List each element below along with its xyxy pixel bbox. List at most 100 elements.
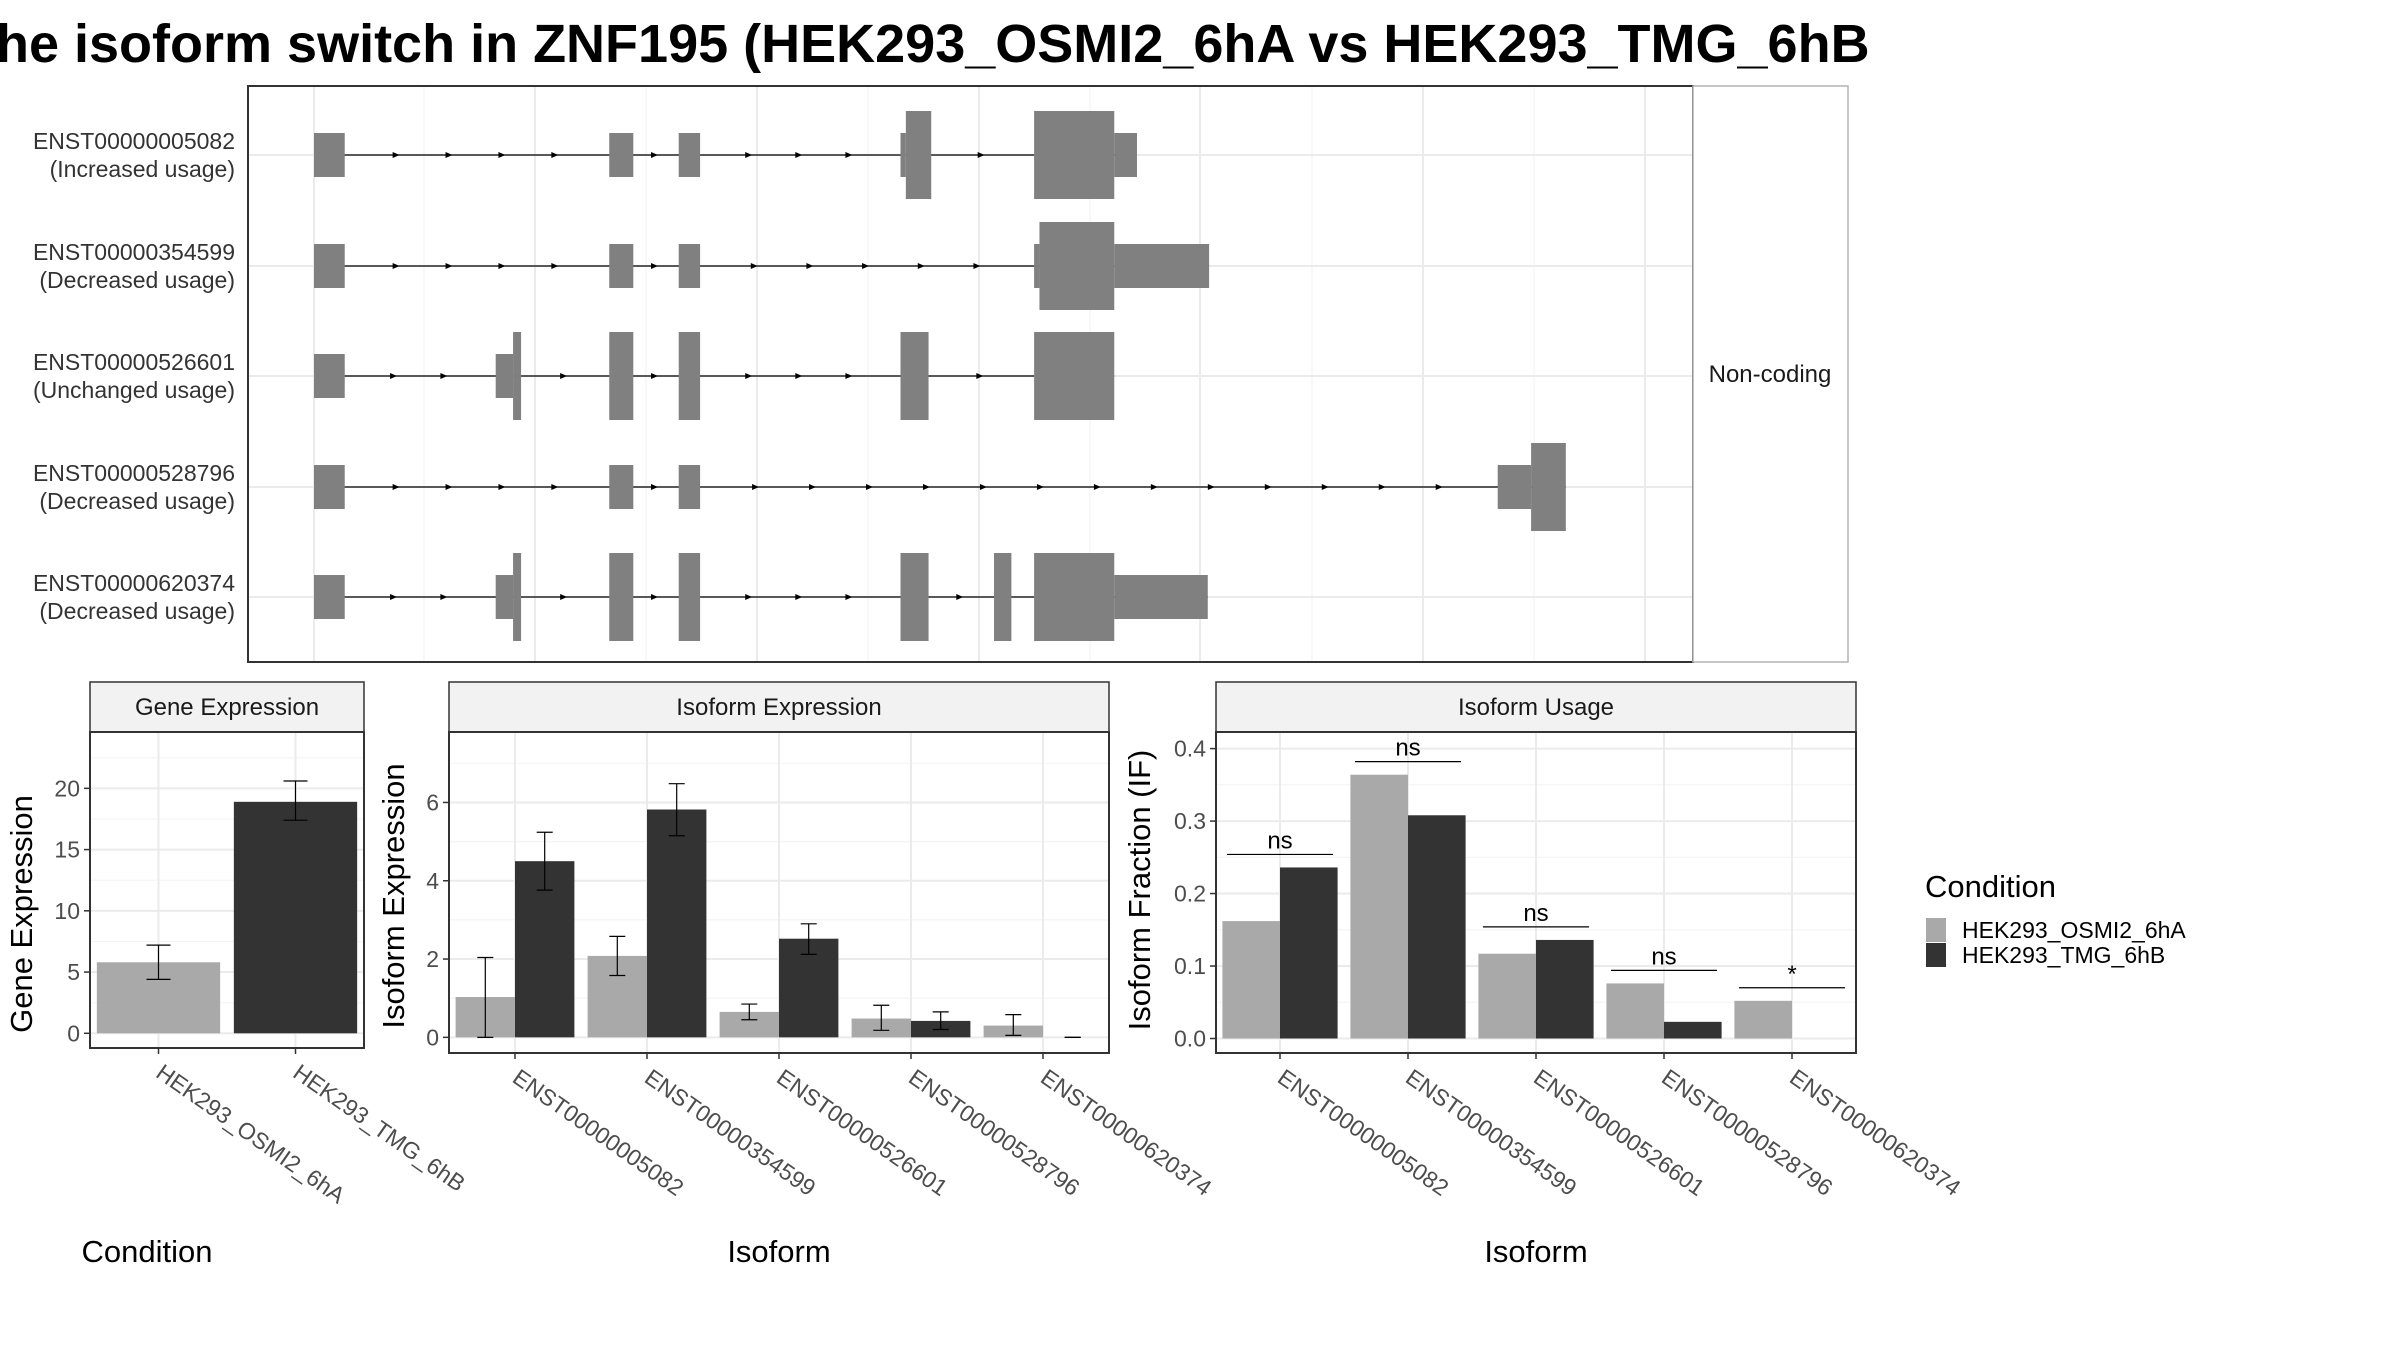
exon-block: [1034, 553, 1115, 641]
intron-arrow: [551, 263, 559, 269]
bar: [1408, 815, 1466, 1039]
isoform-expression-plot: 0246ENST00000005082ENST00000354599ENST00…: [426, 731, 1217, 1201]
intron-arrow: [560, 594, 568, 600]
intron-arrow: [845, 152, 853, 158]
intron-arrow: [922, 484, 930, 490]
exon-block: [314, 244, 345, 288]
intron-arrow: [745, 594, 753, 600]
intron-arrow: [1093, 484, 1101, 490]
transcript-usage-label: (Decreased usage): [39, 598, 235, 624]
bar: [1606, 983, 1664, 1039]
y-tick-label: 2: [426, 946, 439, 972]
transcript-strip-box: [1692, 85, 1849, 663]
intron-arrow: [390, 373, 398, 379]
bar: [233, 801, 358, 1034]
gene-expression-strip: [89, 681, 365, 733]
gene-expression-x-axis-title: Condition: [82, 1234, 213, 1269]
transcript-usage-label: (Decreased usage): [39, 267, 235, 293]
transcript-id-label: ENST00000005082: [33, 128, 235, 154]
intron-arrow: [651, 263, 659, 269]
transcript-usage-label: (Decreased usage): [39, 488, 235, 514]
transcript-id-label: ENST00000620374: [33, 570, 235, 596]
intron-arrow: [795, 152, 803, 158]
gene-expression-strip-label: Gene Expression: [135, 694, 319, 721]
intron-arrow: [845, 373, 853, 379]
figure-title: he isoform switch in ZNF195 (HEK293_OSMI…: [0, 14, 1870, 74]
y-tick-label: 20: [54, 775, 80, 801]
intron-arrow: [845, 594, 853, 600]
intron-arrow: [1207, 484, 1215, 490]
isoform-expression-y-axis-title: Isoform Expression: [376, 763, 411, 1028]
intron-arrow: [560, 373, 568, 379]
intron-arrow: [498, 263, 506, 269]
isoform-usage-y-axis-title: Isoform Fraction (IF): [1122, 750, 1157, 1031]
exon-block: [678, 553, 701, 641]
intron-arrow: [551, 484, 559, 490]
transcript-usage-label: (Unchanged usage): [33, 377, 235, 403]
exon-block: [1531, 443, 1566, 531]
bar: [647, 809, 707, 1038]
significance-label: ns: [1395, 735, 1420, 762]
exon-block: [314, 575, 345, 619]
intron-arrow: [917, 263, 925, 269]
intron-arrow: [795, 594, 803, 600]
significance-label: *: [1787, 961, 1796, 988]
y-tick-label: 5: [67, 959, 80, 985]
exon-block: [513, 553, 522, 641]
significance-label: ns: [1651, 943, 1676, 970]
intron-arrow: [1378, 484, 1386, 490]
exon-block: [1114, 244, 1210, 288]
exon-block: [1034, 244, 1040, 288]
y-tick-label: 0.1: [1174, 953, 1206, 979]
y-tick-label: 15: [54, 837, 80, 863]
transcript-strip-label: Non-coding: [1709, 361, 1832, 388]
intron-arrow: [1036, 484, 1044, 490]
intron-arrow: [956, 594, 964, 600]
intron-arrow: [750, 263, 758, 269]
exon-block: [1114, 575, 1208, 619]
y-tick-label: 6: [426, 789, 439, 815]
intron-arrow: [1321, 484, 1329, 490]
exon-block: [609, 244, 634, 288]
exon-block: [314, 465, 345, 509]
intron-arrow: [752, 484, 760, 490]
y-tick-label: 10: [54, 898, 80, 924]
intron-arrow: [1435, 484, 1443, 490]
significance-label: ns: [1267, 827, 1292, 854]
transcript-usage-label: (Increased usage): [50, 156, 235, 182]
intron-arrow: [651, 152, 659, 158]
exon-block: [1034, 111, 1115, 199]
condition-legend: Condition HEK293_OSMI2_6hA HEK293_TMG_6h…: [1925, 869, 2186, 968]
intron-arrow: [445, 263, 453, 269]
intron-arrow: [973, 263, 981, 269]
legend-label-tmg: HEK293_TMG_6hB: [1962, 942, 2165, 968]
intron-arrow: [1150, 484, 1158, 490]
bar: [1350, 774, 1408, 1039]
intron-arrow: [1264, 484, 1272, 490]
y-tick-label: 0.4: [1174, 736, 1206, 762]
legend-title: Condition: [1925, 869, 2056, 904]
exon-block: [513, 332, 522, 420]
exon-block: [495, 354, 514, 398]
y-tick-label: 0.3: [1174, 808, 1206, 834]
isoform-expression-strip-label: Isoform Expression: [676, 694, 881, 721]
legend-swatch-tmg: [1926, 943, 1946, 967]
isoform-expression-panel: Isoform Expression Isoform Isoform Expre…: [376, 681, 1217, 1269]
bar: [1664, 1021, 1722, 1039]
legend-swatch-osmi2: [1926, 918, 1946, 942]
significance-label: ns: [1523, 900, 1548, 927]
exon-block: [905, 111, 932, 199]
y-tick-label: 0: [426, 1024, 439, 1050]
intron-arrow: [809, 484, 817, 490]
intron-arrow: [498, 152, 506, 158]
intron-arrow: [862, 263, 870, 269]
exon-block: [609, 553, 634, 641]
exon-block: [900, 553, 929, 641]
exon-block: [609, 465, 634, 509]
intron-arrow: [440, 594, 448, 600]
transcript-panel-border: [247, 85, 1694, 663]
intron-arrow: [440, 373, 448, 379]
intron-arrow: [551, 152, 559, 158]
legend-label-osmi2: HEK293_OSMI2_6hA: [1962, 917, 2186, 943]
